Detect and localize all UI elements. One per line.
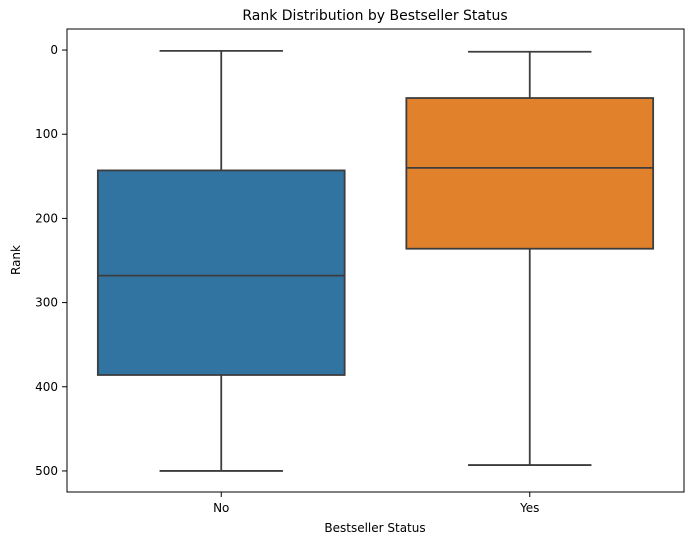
x-axis-label: Bestseller Status <box>324 521 425 535</box>
x-tick-label-no: No <box>213 501 229 515</box>
y-tick-label-100: 100 <box>35 127 58 141</box>
y-tick-label-300: 300 <box>35 296 58 310</box>
plot-area: 0 100 200 300 400 500 No Yes <box>35 28 685 515</box>
plot-frame <box>66 28 685 493</box>
y-tick-label-0: 0 <box>50 43 58 57</box>
x-tick-label-yes: Yes <box>519 501 539 515</box>
y-tick-label-200: 200 <box>35 211 58 225</box>
chart-title: Rank Distribution by Bestseller Status <box>242 8 507 24</box>
y-tick-label-500: 500 <box>35 464 58 478</box>
box-yes <box>405 97 655 250</box>
box-no <box>96 169 346 376</box>
y-axis-label: Rank <box>9 245 23 275</box>
y-tick-label-400: 400 <box>35 380 58 394</box>
